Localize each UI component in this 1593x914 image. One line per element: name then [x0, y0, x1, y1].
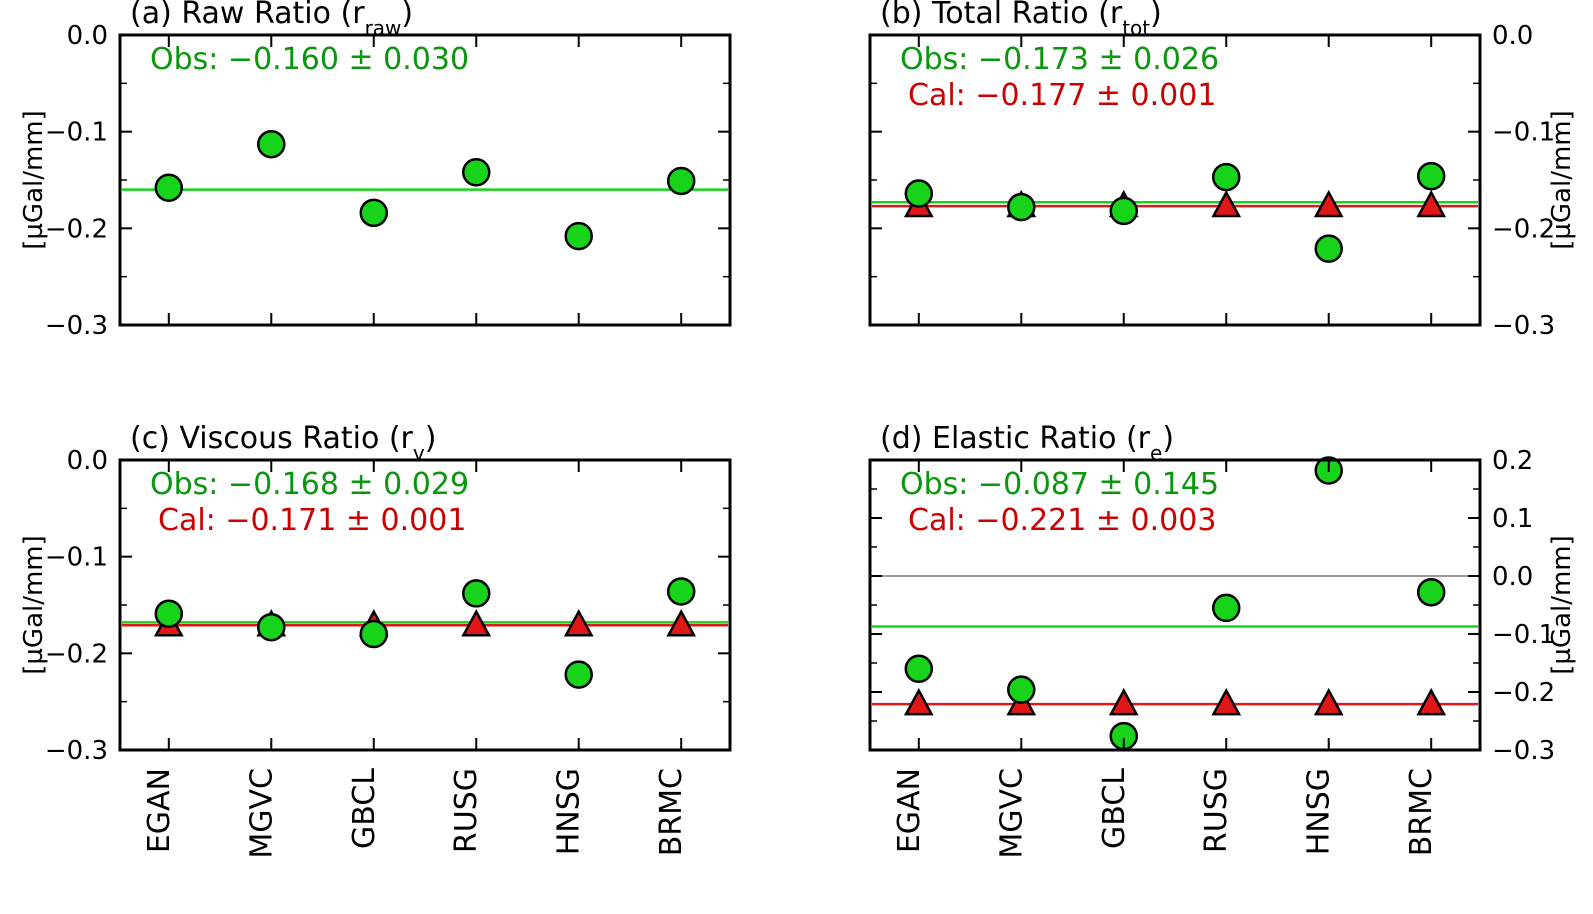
- obs-marker: [668, 578, 694, 604]
- obs-marker: [668, 168, 694, 194]
- cal-marker: [906, 691, 932, 715]
- xcat-label: HNSG: [552, 768, 587, 855]
- ytick-label: −0.1: [1492, 118, 1555, 148]
- cal-marker: [1316, 192, 1342, 216]
- obs-marker: [1213, 595, 1239, 621]
- cal-marker: [1316, 691, 1342, 715]
- ytick-label: 0.1: [1492, 504, 1533, 534]
- cal-marker: [1213, 192, 1239, 216]
- ylabel: [µGal/mm]: [19, 110, 49, 250]
- ytick-label: −0.1: [45, 118, 108, 148]
- obs-marker: [1008, 194, 1034, 220]
- xcat-label: RUSG: [449, 768, 484, 853]
- ytick-label: 0.0: [1492, 562, 1533, 592]
- obs-marker: [1213, 164, 1239, 190]
- plot-border: [120, 35, 730, 325]
- xcat-label: EGAN: [892, 768, 927, 853]
- obs-marker: [566, 223, 592, 249]
- obs-marker: [1008, 677, 1034, 703]
- xcat-label: GBCL: [1097, 768, 1132, 849]
- obs-marker: [258, 614, 284, 640]
- obs-marker: [463, 159, 489, 185]
- panel-title: (c) Viscous Ratio (rv): [130, 421, 436, 465]
- ytick-label: 0.2: [1492, 446, 1533, 476]
- cal-marker: [1418, 691, 1444, 715]
- xcat-label: BRMC: [654, 768, 689, 856]
- obs-marker: [906, 181, 932, 207]
- obs-marker: [1418, 579, 1444, 605]
- ytick-label: 0.0: [67, 446, 108, 476]
- ytick-label: −0.1: [45, 543, 108, 573]
- xcat-label: EGAN: [142, 768, 177, 853]
- obs-marker: [156, 601, 182, 627]
- cal-marker: [1213, 691, 1239, 715]
- ylabel: [µGal/mm]: [1547, 535, 1577, 675]
- panel-d: (d) Elastic Ratio (re) 0.2 0.1 0.0 −0.1 −0.2 −…: [870, 421, 1577, 859]
- ytick-label: −0.3: [45, 736, 108, 766]
- ytick-label: −0.1: [1492, 620, 1555, 650]
- obs-marker: [566, 662, 592, 688]
- xcat-label: BRMC: [1404, 768, 1439, 856]
- obs-marker: [463, 580, 489, 606]
- xcat-label: MGVC: [244, 768, 279, 859]
- obs-marker: [156, 175, 182, 201]
- xcat-label: MGVC: [994, 768, 1029, 859]
- legend-cal: Cal: −0.171 ± 0.001: [158, 503, 466, 538]
- legend-obs: Obs: −0.173 ± 0.026: [900, 42, 1219, 77]
- obs-marker: [1316, 236, 1342, 262]
- legend-obs: Obs: −0.087 ± 0.145: [900, 467, 1219, 502]
- panel-c: (c) Viscous Ratio (rv) 0.0 −0.1 −0.2 −0.3 EGA…: [19, 421, 730, 859]
- ytick-label: −0.3: [45, 311, 108, 341]
- legend-obs: Obs: −0.160 ± 0.030: [150, 42, 469, 77]
- xcat-label: GBCL: [347, 768, 382, 849]
- xcat-label: HNSG: [1302, 768, 1337, 855]
- xcat-label: RUSG: [1199, 768, 1234, 853]
- obs-marker: [361, 621, 387, 647]
- obs-marker: [361, 200, 387, 226]
- ytick-label: −0.3: [1492, 311, 1555, 341]
- cal-marker: [1111, 691, 1137, 715]
- obs-marker: [906, 656, 932, 682]
- ylabel: [µGal/mm]: [19, 535, 49, 675]
- ytick-label: −0.3: [1492, 736, 1555, 766]
- figure: (a) Raw Ratio (rraw)0.0−0.1−0.2−0.3[µGal…: [0, 0, 1593, 914]
- legend-cal: Cal: −0.177 ± 0.001: [908, 78, 1216, 113]
- ytick-label: −0.2: [1492, 678, 1555, 708]
- ytick-label: −0.2: [45, 214, 108, 244]
- cal-marker: [1418, 192, 1444, 216]
- legend-cal: Cal: −0.221 ± 0.003: [908, 503, 1216, 538]
- ytick-label: 0.0: [1492, 21, 1533, 51]
- panel-title: (d) Elastic Ratio (re): [880, 421, 1174, 465]
- ytick-label: −0.2: [1492, 214, 1555, 244]
- obs-marker: [258, 131, 284, 157]
- ytick-label: 0.0: [67, 21, 108, 51]
- panel-b: (b) Total Ratio (rtot)0.0−0.1−0.2−0.3[µG…: [870, 0, 1577, 341]
- ytick-label: −0.2: [45, 639, 108, 669]
- panel-a: (a) Raw Ratio (rraw)0.0−0.1−0.2−0.3[µGal…: [19, 0, 730, 341]
- ylabel: [µGal/mm]: [1547, 110, 1577, 250]
- legend-obs: Obs: −0.168 ± 0.029: [150, 467, 469, 502]
- obs-marker: [1418, 163, 1444, 189]
- obs-marker: [1111, 198, 1137, 224]
